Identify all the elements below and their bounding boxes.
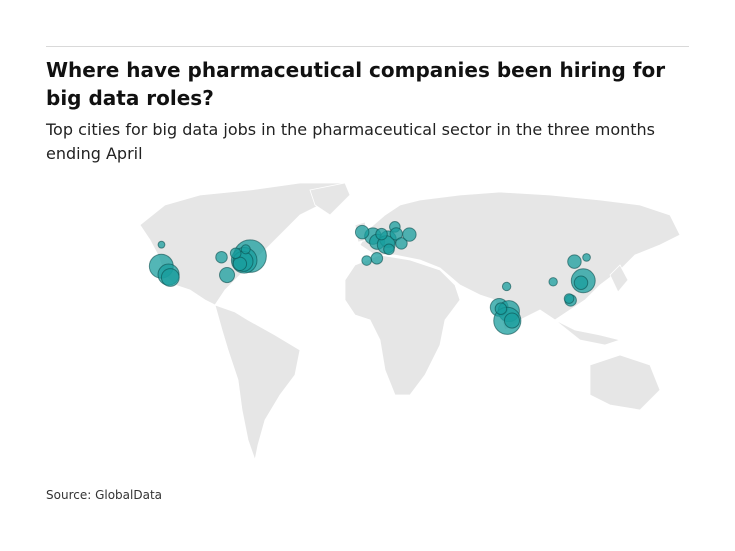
city-bubble	[383, 243, 395, 256]
subtitle: Top cities for big data jobs in the phar…	[46, 120, 656, 163]
city-bubble	[402, 227, 417, 242]
city-bubble	[582, 253, 591, 262]
city-bubble	[370, 252, 384, 265]
city-bubble	[240, 244, 251, 255]
city-bubble	[157, 240, 166, 249]
bubbles	[148, 221, 596, 335]
city-bubble	[494, 302, 508, 315]
source: Source: GlobalData	[46, 488, 163, 502]
city-bubble	[354, 224, 370, 240]
city-bubble	[229, 247, 242, 260]
city-bubble	[395, 237, 408, 250]
city-bubble	[361, 255, 372, 266]
city-bubble	[563, 293, 575, 304]
city-bubble	[375, 227, 388, 241]
city-bubble	[573, 275, 589, 290]
land	[139, 182, 681, 462]
city-bubble	[503, 312, 521, 329]
city-bubble	[219, 267, 236, 284]
city-bubble	[548, 277, 558, 287]
city-bubble	[567, 254, 582, 269]
top-rule	[46, 46, 689, 47]
city-bubble	[501, 281, 512, 292]
city-bubble	[232, 256, 248, 272]
city-bubble	[160, 268, 180, 287]
city-bubble	[215, 250, 228, 264]
title: Where have pharmaceutical companies been…	[46, 58, 666, 110]
